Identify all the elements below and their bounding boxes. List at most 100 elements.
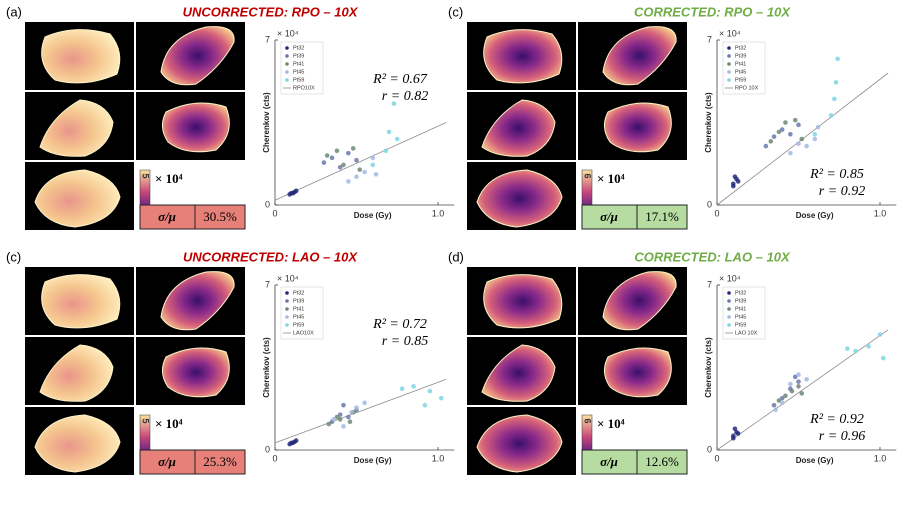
annotation: r = 0.92 (819, 184, 865, 199)
data-point (391, 101, 397, 106)
legend-label: Pt32 (293, 290, 304, 296)
data-point (833, 80, 839, 85)
panel-title: UNCORRECTED: RPO – 10X (183, 4, 359, 19)
data-point (735, 431, 741, 436)
data-point (337, 412, 343, 417)
stat-value: 12.6% (645, 454, 679, 469)
y-offset-label: × 10⁴ (277, 273, 299, 283)
colorbar-exponent: × 10⁴ (155, 171, 183, 186)
legend-marker (285, 78, 289, 82)
legend-label: Pt41 (293, 306, 304, 312)
data-point (835, 56, 840, 62)
data-point (290, 190, 296, 196)
data-point (783, 393, 788, 399)
image-blob (160, 26, 235, 86)
data-point (771, 134, 777, 139)
legend-marker (285, 62, 289, 66)
y-offset-label: × 10⁴ (719, 28, 741, 38)
legend-label: Pt45 (735, 314, 746, 320)
data-point (783, 120, 788, 125)
legend-marker (727, 78, 731, 82)
colorbar-exponent: × 10⁴ (155, 416, 183, 431)
data-point (287, 441, 292, 447)
data-point (354, 174, 359, 180)
x-axis-label: Dose (Gy) (796, 211, 834, 220)
legend-marker (285, 299, 289, 303)
data-point (779, 127, 785, 132)
data-point (346, 414, 351, 420)
stat-box (581, 204, 688, 230)
panel-label: (c) (448, 4, 463, 19)
image-blob (483, 29, 563, 84)
stat-value: 30.5% (203, 209, 237, 224)
data-point (354, 405, 359, 410)
image-blob (602, 26, 677, 86)
data-point (789, 388, 795, 394)
stat-value: 25.3% (203, 454, 237, 469)
image-blob (162, 102, 230, 153)
data-point (832, 96, 837, 102)
panel-title: UNCORRECTED: LAO – 10X (183, 249, 358, 264)
data-point (293, 438, 299, 443)
legend-box (722, 286, 766, 340)
y-axis-label: Cherenkov (cts) (704, 92, 713, 153)
data-point (337, 164, 343, 170)
data-point (341, 162, 346, 168)
panel-label: (a) (6, 4, 22, 19)
x-tick-label: 0 (714, 453, 719, 463)
data-point (370, 155, 376, 161)
stat-label: σ/μ (158, 209, 176, 224)
x-tick-label: 0 (272, 453, 277, 463)
x-tick-label: 1.0 (874, 208, 887, 218)
x-tick-label: 1.0 (432, 208, 445, 218)
data-point (329, 155, 335, 161)
y-axis-label: Cherenkov (cts) (704, 337, 713, 398)
legend-label: Pt45 (293, 69, 304, 75)
data-point (386, 129, 392, 135)
y-tick-label: 0 (265, 199, 270, 209)
image-blob (481, 99, 556, 157)
image-blob (41, 29, 121, 84)
x-tick-label: 1.0 (874, 453, 887, 463)
legend-box (280, 41, 324, 95)
y-offset-label: × 10⁴ (719, 273, 741, 283)
legend-marker (285, 291, 289, 295)
data-point (362, 400, 367, 406)
data-point (357, 167, 363, 172)
data-point (334, 148, 340, 154)
data-point (731, 183, 736, 189)
data-point (346, 150, 351, 156)
stat-label: σ/μ (600, 454, 618, 469)
data-point (394, 136, 400, 142)
data-point (324, 153, 330, 158)
data-point (804, 143, 809, 149)
panel-title: CORRECTED: RPO – 10X (634, 4, 791, 19)
data-point (362, 169, 367, 175)
fit-line (716, 329, 889, 451)
data-point (796, 141, 801, 147)
legend-label: Pt45 (735, 69, 746, 75)
y-tick-label: 7 (707, 34, 712, 44)
data-point (411, 384, 416, 389)
data-point (399, 386, 405, 392)
y-tick-label: 0 (707, 444, 712, 454)
legend-marker (727, 46, 731, 50)
annotation: r = 0.96 (819, 429, 865, 444)
stat-value: 17.1% (645, 209, 679, 224)
legend-marker (285, 315, 289, 319)
annotation: r = 0.85 (382, 334, 428, 349)
data-point (293, 188, 299, 194)
legend-label: LAO10X (293, 330, 314, 336)
data-point (796, 384, 801, 389)
image-blob (604, 347, 672, 398)
annotation: r = 0.82 (382, 89, 428, 104)
legend-label: Pt59 (735, 77, 746, 83)
legend-box (280, 286, 324, 340)
image-blob (39, 99, 114, 157)
image-blob (160, 271, 235, 331)
data-point (732, 426, 738, 432)
data-point (321, 160, 327, 165)
colorbar-tick-label: 6 (583, 418, 593, 423)
y-tick-label: 7 (707, 279, 712, 289)
legend-marker (727, 62, 731, 66)
